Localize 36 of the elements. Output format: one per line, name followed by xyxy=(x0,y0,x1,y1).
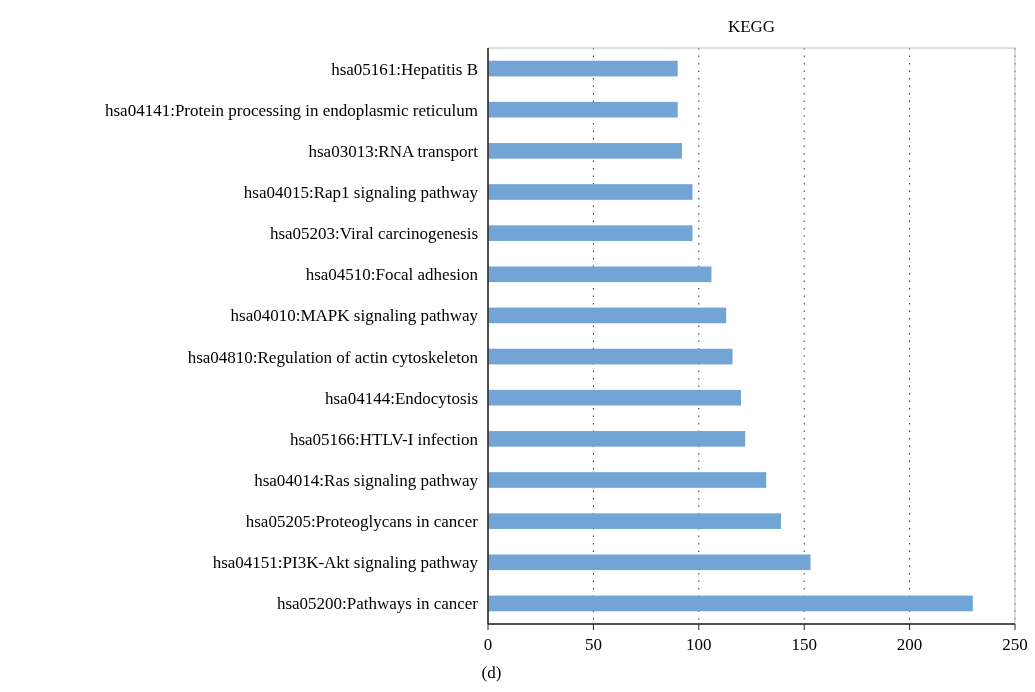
bar xyxy=(488,307,727,324)
y-tick-label: hsa05161:Hepatitis B xyxy=(331,59,478,79)
y-tick-label: hsa04014:Ras signaling pathway xyxy=(254,470,479,490)
y-tick-label: hsa05166:HTLV-I infection xyxy=(289,429,479,449)
y-tick-label: hsa05205:Proteoglycans in cancer xyxy=(245,512,479,532)
bar xyxy=(488,225,693,241)
bar xyxy=(488,472,767,488)
y-tick-label: hsa05203:Viral carcinogenesis xyxy=(269,224,478,244)
bar xyxy=(488,348,733,365)
x-tick-label: 0 xyxy=(483,635,493,654)
bar xyxy=(488,143,682,159)
y-tick-label: hsa03013:RNA transport xyxy=(308,141,479,161)
bar xyxy=(488,595,973,612)
x-tick-label: 150 xyxy=(791,635,817,654)
x-tick-label: 100 xyxy=(686,635,712,654)
bar xyxy=(488,60,678,77)
x-tick-label: 200 xyxy=(896,635,923,654)
bar xyxy=(488,389,741,406)
bar xyxy=(488,554,811,571)
y-tick-label: hsa05200:Pathways in cancer xyxy=(276,594,479,614)
y-tick-label: hsa04510:Focal adhesion xyxy=(305,265,479,285)
x-tick-label: 50 xyxy=(584,635,602,654)
text: (d) xyxy=(481,663,502,682)
bar xyxy=(488,513,782,529)
bar xyxy=(488,266,712,283)
chart-title: KEGG xyxy=(727,17,776,36)
y-tick-label: hsa04144:Endocytosis xyxy=(325,388,478,408)
x-tick-label: 250 xyxy=(1002,635,1028,654)
bar xyxy=(488,184,693,200)
y-tick-label: hsa04151:PI3K-Akt signaling pathway xyxy=(212,553,479,573)
y-tick-label: hsa04141:Protein processing in endoplasmic reticulum xyxy=(105,100,478,120)
y-tick-label: hsa04810:Regulation of actin cytoskeleton xyxy=(187,347,479,367)
bar xyxy=(488,431,746,447)
y-tick-label: hsa04010:MAPK signaling pathway xyxy=(230,306,479,326)
y-tick-label: hsa04015:Rap1 signaling pathway xyxy=(243,182,479,202)
bar xyxy=(488,101,678,118)
